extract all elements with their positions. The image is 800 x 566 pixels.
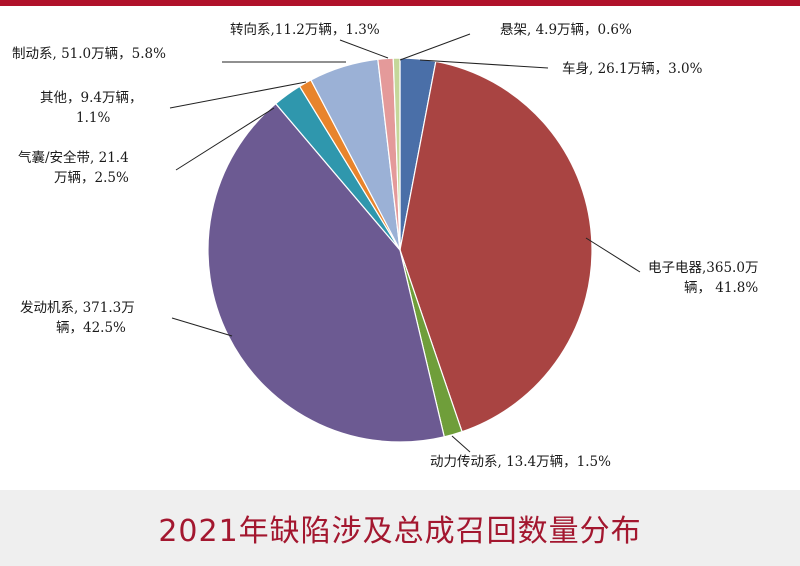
pie-slices: [207, 57, 593, 443]
leader-line-6: [169, 81, 307, 109]
slice-label-line: 悬架, 4.9万辆，0.6%: [500, 22, 632, 38]
leader-line-9: [399, 33, 471, 61]
slice-label-6: 其他，9.4万辆， 1.1%: [40, 90, 142, 126]
slice-label-line: 1.1%: [76, 110, 110, 126]
slice-label-line: 发动机系, 371.3万: [20, 300, 135, 316]
leader-line-5: [175, 107, 275, 171]
chart-caption: 2021年缺陷涉及总成召回数量分布: [158, 514, 642, 549]
leader-lines: [169, 33, 641, 453]
pie-slice-9: [392, 57, 401, 251]
slice-label-line: 万辆，2.5%: [54, 170, 129, 186]
slice-labels: 车身, 26.1万辆，3.0% 电子电器,365.0万辆， 41.8% 动力传动系,…: [12, 22, 758, 470]
slice-label-line: 车身, 26.1万辆，3.0%: [562, 60, 703, 77]
pie-slice-4: [207, 102, 445, 443]
leader-line-8: [339, 39, 389, 59]
leader-line-3: [451, 435, 471, 453]
slice-label-line: 其他，9.4万辆，: [40, 90, 142, 106]
slice-label-line: 制动系, 51.0万辆，5.8%: [12, 46, 166, 62]
top-accent-bar: [0, 0, 800, 6]
leader-line-2: [585, 237, 641, 273]
slice-label-5: 气囊/安全带, 21.4 万辆，2.5%: [18, 149, 129, 186]
leader-line-4: [171, 317, 233, 337]
slice-label-8: 转向系,11.2万辆，1.3%: [230, 22, 380, 38]
slice-label-4: 发动机系, 371.3万辆，42.5%: [20, 300, 135, 336]
slice-label-line: 电子电器,365.0万: [648, 260, 758, 276]
slice-label-9: 悬架, 4.9万辆，0.6%: [500, 22, 632, 38]
leader-line-1: [419, 59, 549, 69]
slice-label-line: 气囊/安全带, 21.4: [18, 149, 129, 166]
slice-label-line: 动力传动系, 13.4万辆，1.5%: [430, 454, 611, 470]
pie-slice-2: [399, 60, 593, 433]
caption-band: 2021年缺陷涉及总成召回数量分布: [0, 490, 800, 566]
slice-label-line: 辆， 41.8%: [684, 280, 758, 296]
slice-label-7: 制动系, 51.0万辆，5.8%: [12, 46, 166, 62]
slice-label-line: 辆，42.5%: [56, 320, 126, 336]
pie-chart: 车身, 26.1万辆，3.0% 电子电器,365.0万辆， 41.8% 动力传动系,…: [12, 22, 758, 470]
slice-label-3: 动力传动系, 13.4万辆，1.5%: [430, 454, 611, 470]
slice-label-line: 转向系,11.2万辆，1.3%: [230, 22, 380, 38]
slice-label-2: 电子电器,365.0万辆， 41.8%: [648, 260, 758, 296]
slice-label-1: 车身, 26.1万辆，3.0%: [562, 60, 703, 77]
